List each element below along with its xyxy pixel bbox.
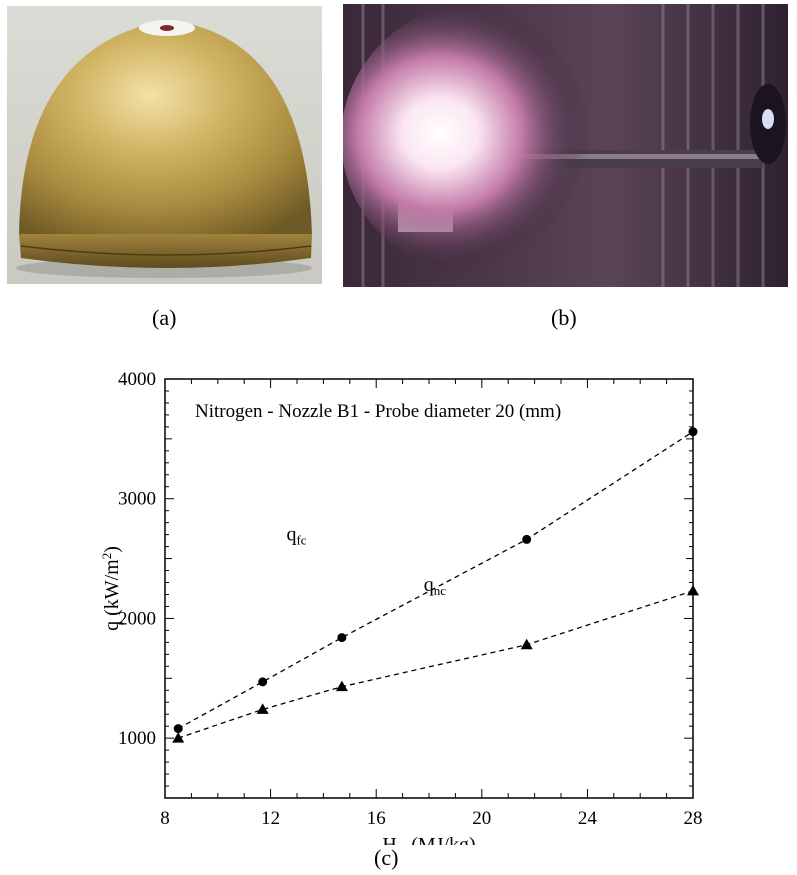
series-line-1 [177,590,694,739]
caption-a: (a) [152,305,177,330]
chart-series [172,427,699,743]
data-point-triangle [335,680,348,692]
photo-plasma-test [343,4,788,287]
x-tick-label: 28 [684,808,703,829]
x-tick-label: 20 [472,808,491,829]
data-point-triangle [172,732,185,743]
data-point-triangle [520,638,533,650]
y-axis-label-main: q (kW/m [101,559,123,631]
data-point-triangle [256,703,269,714]
x-axis-label-rest: (MJ/kg) [406,834,475,845]
x-axis-label-sub: cl [397,843,407,845]
data-point-circle [337,633,347,643]
photo-probe-hemisphere [7,6,322,284]
series-line-0 [177,431,694,730]
series-label-qnc-main: q [424,574,434,596]
y-tick-label: 4000 [118,369,156,390]
y-axis-label-rest: ) [101,546,123,553]
y-tick-label: 3000 [118,489,156,510]
y-axis-label-sup: 2 [99,553,114,560]
x-axis-label-main: H [382,834,396,845]
chart-ticks: 8 12 16 20 24 28 1000 2000 3000 4000 [118,369,703,829]
y-tick-label: 2000 [118,608,156,629]
y-axis-label: q (kW/m2) [99,546,123,631]
x-axis-label: Hcl (MJ/kg) [382,834,475,845]
x-tick-label: 24 [578,808,598,829]
series-label-qnc: qnc [424,574,447,598]
caption-b: (b) [551,305,577,330]
heat-flux-chart: 8 12 16 20 24 28 1000 2000 3000 4000 Nitrogen - N… [99,369,703,845]
series-label-qfc: qfc [286,524,306,548]
data-point-circle [173,724,183,734]
x-tick-label: 12 [261,808,280,829]
data-point-circle [522,534,532,544]
chart-title: Nitrogen - Nozzle B1 - Probe diameter 20… [195,401,561,422]
x-tick-label: 16 [367,808,386,829]
series-label-qnc-sub: nc [434,583,447,598]
caption-c: (c) [374,845,399,870]
series-label-qfc-main: q [286,524,296,546]
series-label-qfc-sub: fc [296,533,306,548]
data-point-circle [258,677,268,687]
data-point-triangle [687,584,699,596]
y-tick-label: 1000 [118,728,156,749]
data-point-circle [688,427,698,437]
x-tick-label: 8 [160,808,170,829]
